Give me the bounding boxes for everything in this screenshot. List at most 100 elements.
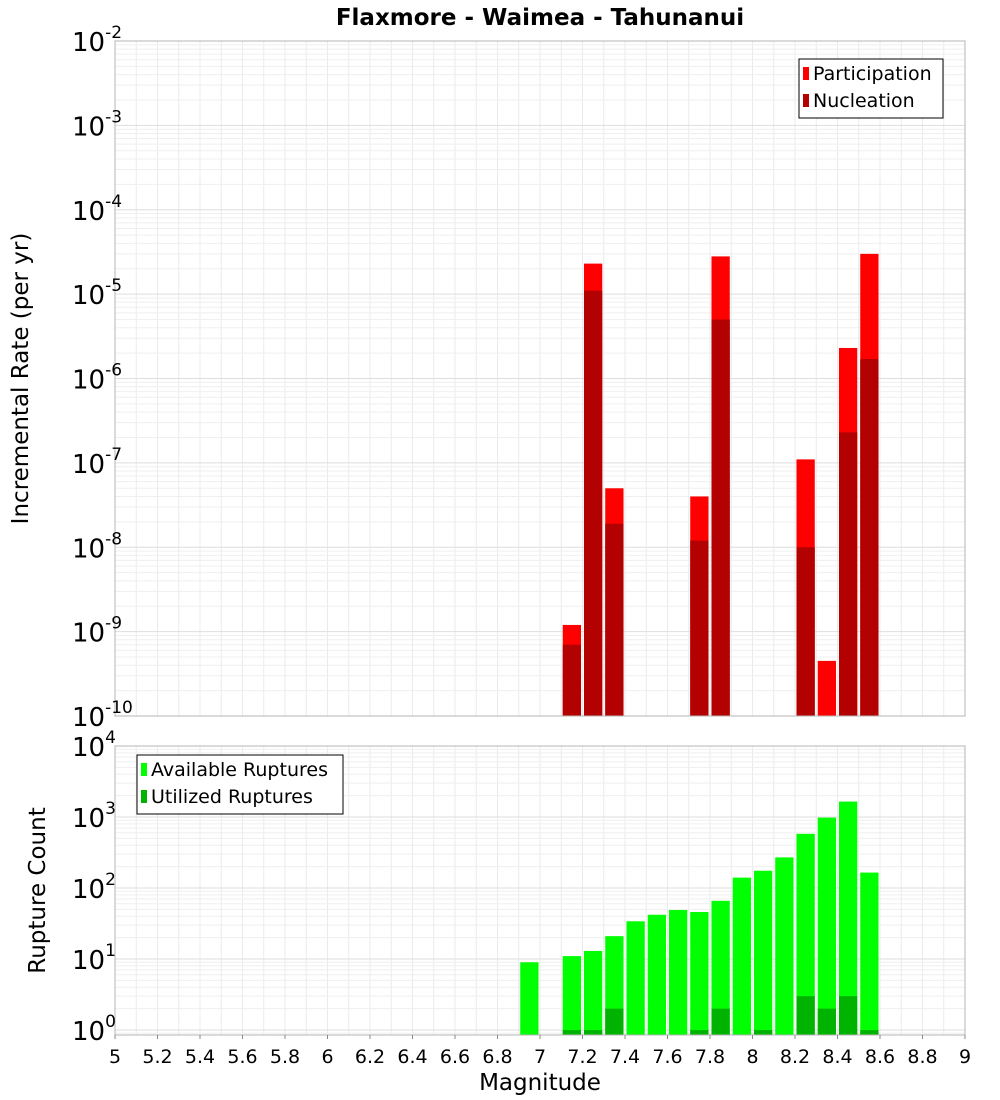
y-tick-base: 10 [72,804,105,834]
x-tick-label: 8 [746,1046,758,1068]
x-tick-labels: 5 5.2 5.4 5.6 5.8 6 6.2 6.4 6.6 6.8 7 7.2 7.4 7.6 7.8 8… [109,1035,971,1068]
y-tick-label: 10-8 [72,529,122,564]
utilized-ruptures-bar [796,996,815,1035]
y-tick-exponent: -9 [105,614,122,634]
y-tick-exponent: 1 [105,941,116,961]
y-tick-base: 10 [72,1017,105,1047]
plot-frame [114,40,966,717]
y-tick-base: 10 [72,534,105,564]
y-tick-base: 10 [72,28,105,58]
y-tick-base: 10 [72,875,105,905]
x-tick-label: 7.8 [695,1046,725,1068]
y-tick-label: 10-6 [72,361,122,396]
y-tick-label: 10-9 [72,614,122,649]
nucleation-bar [562,644,582,716]
y-tick-label: 10-4 [72,192,122,227]
y-tick-exponent: -3 [105,107,122,127]
nucleation-bar [711,319,730,716]
available-ruptures-bar [753,870,773,1035]
legend-label: Nucleation [813,90,915,112]
y-tick-label: 10-3 [72,107,122,142]
legend-swatch [141,763,147,776]
x-tick-label: 5.2 [142,1046,172,1068]
y-tick-exponent: 4 [105,728,116,748]
available-ruptures-bar [583,950,603,1035]
nucleation-bar [605,523,624,716]
y-tick-label: 100 [72,1012,116,1047]
nucleation-bar-series [562,290,879,716]
x-tick-label: 7.6 [652,1046,682,1068]
x-tick-label: 6.8 [482,1046,512,1068]
legend: Participation Nucleation [798,58,944,119]
x-axis-label: Magnitude [479,1070,601,1096]
y-tick-label: 102 [72,870,116,905]
y-tick-label: 10-5 [72,276,122,311]
legend-box [798,58,944,119]
y-axis-label: Rupture Count [25,807,51,973]
y-tick-exponent: -8 [105,529,122,549]
x-tick-label: 8.8 [907,1046,937,1068]
legend-label: Available Ruptures [151,759,328,781]
y-axis-label: Incremental Rate (per yr) [8,233,34,525]
y-tick-base: 10 [72,366,105,396]
y-tick-base: 10 [72,197,105,227]
x-tick-label: 6.6 [440,1046,470,1068]
y-tick-base: 10 [72,703,105,733]
y-tick-label: 101 [72,941,116,976]
legend-label: Participation [813,63,932,85]
y-tick-exponent: -4 [105,192,122,212]
participation-bar [817,660,837,716]
y-tick-base: 10 [72,281,105,311]
y-tick-exponent: -6 [105,361,122,381]
utilized-ruptures-bar [753,1030,773,1035]
x-tick-label: 6 [321,1046,333,1068]
available-ruptures-bar [690,911,709,1035]
y-tick-base: 10 [72,112,105,142]
x-tick-label: 8.6 [865,1046,895,1068]
nucleation-bar [690,540,709,716]
utilized-ruptures-bar [817,1008,837,1035]
x-tick-label: 6.2 [355,1046,385,1068]
y-tick-base: 10 [72,946,105,976]
x-tick-label: 6.4 [397,1046,427,1068]
y-tick-exponent: 0 [105,1012,116,1032]
y-tick-label: 10-2 [72,23,122,58]
legend-label: Utilized Ruptures [151,786,313,808]
available-ruptures-bar [647,914,667,1035]
available-ruptures-bar [838,801,858,1035]
y-tick-label: 104 [72,728,116,763]
y-tick-exponent: -2 [105,23,122,43]
utilized-ruptures-bar [690,1030,709,1035]
y-tick-exponent: -5 [105,276,122,296]
x-tick-label: 8.2 [780,1046,810,1068]
utilized-ruptures-bar-series [562,996,879,1035]
utilized-ruptures-bar [711,1008,730,1035]
available-ruptures-bar [817,817,837,1035]
available-ruptures-bar [626,921,645,1035]
legend-swatch [141,790,147,803]
x-tick-label: 7 [534,1046,546,1068]
legend-swatch [803,67,809,80]
x-tick-label: 5.6 [227,1046,257,1068]
y-tick-base: 10 [72,733,105,763]
y-tick-label: 10-10 [72,698,133,733]
x-tick-label: 5 [109,1046,121,1068]
x-tick-label: 9 [959,1046,971,1068]
utilized-ruptures-bar [583,1030,603,1035]
nucleation-bar [796,547,815,716]
utilized-ruptures-bar [605,1008,624,1035]
nucleation-bar [838,432,858,716]
y-tick-base: 10 [72,619,105,649]
available-ruptures-bar [520,962,539,1035]
utilized-ruptures-bar [860,1030,879,1035]
y-tick-exponent: 3 [105,799,116,819]
available-ruptures-bar [860,872,879,1035]
x-tick-label: 7.4 [610,1046,640,1068]
chart-title: Flaxmore - Waimea - Tahunanui [336,5,744,31]
available-ruptures-bar [796,833,815,1035]
utilized-ruptures-bar [838,996,858,1035]
available-ruptures-bar [668,910,688,1035]
